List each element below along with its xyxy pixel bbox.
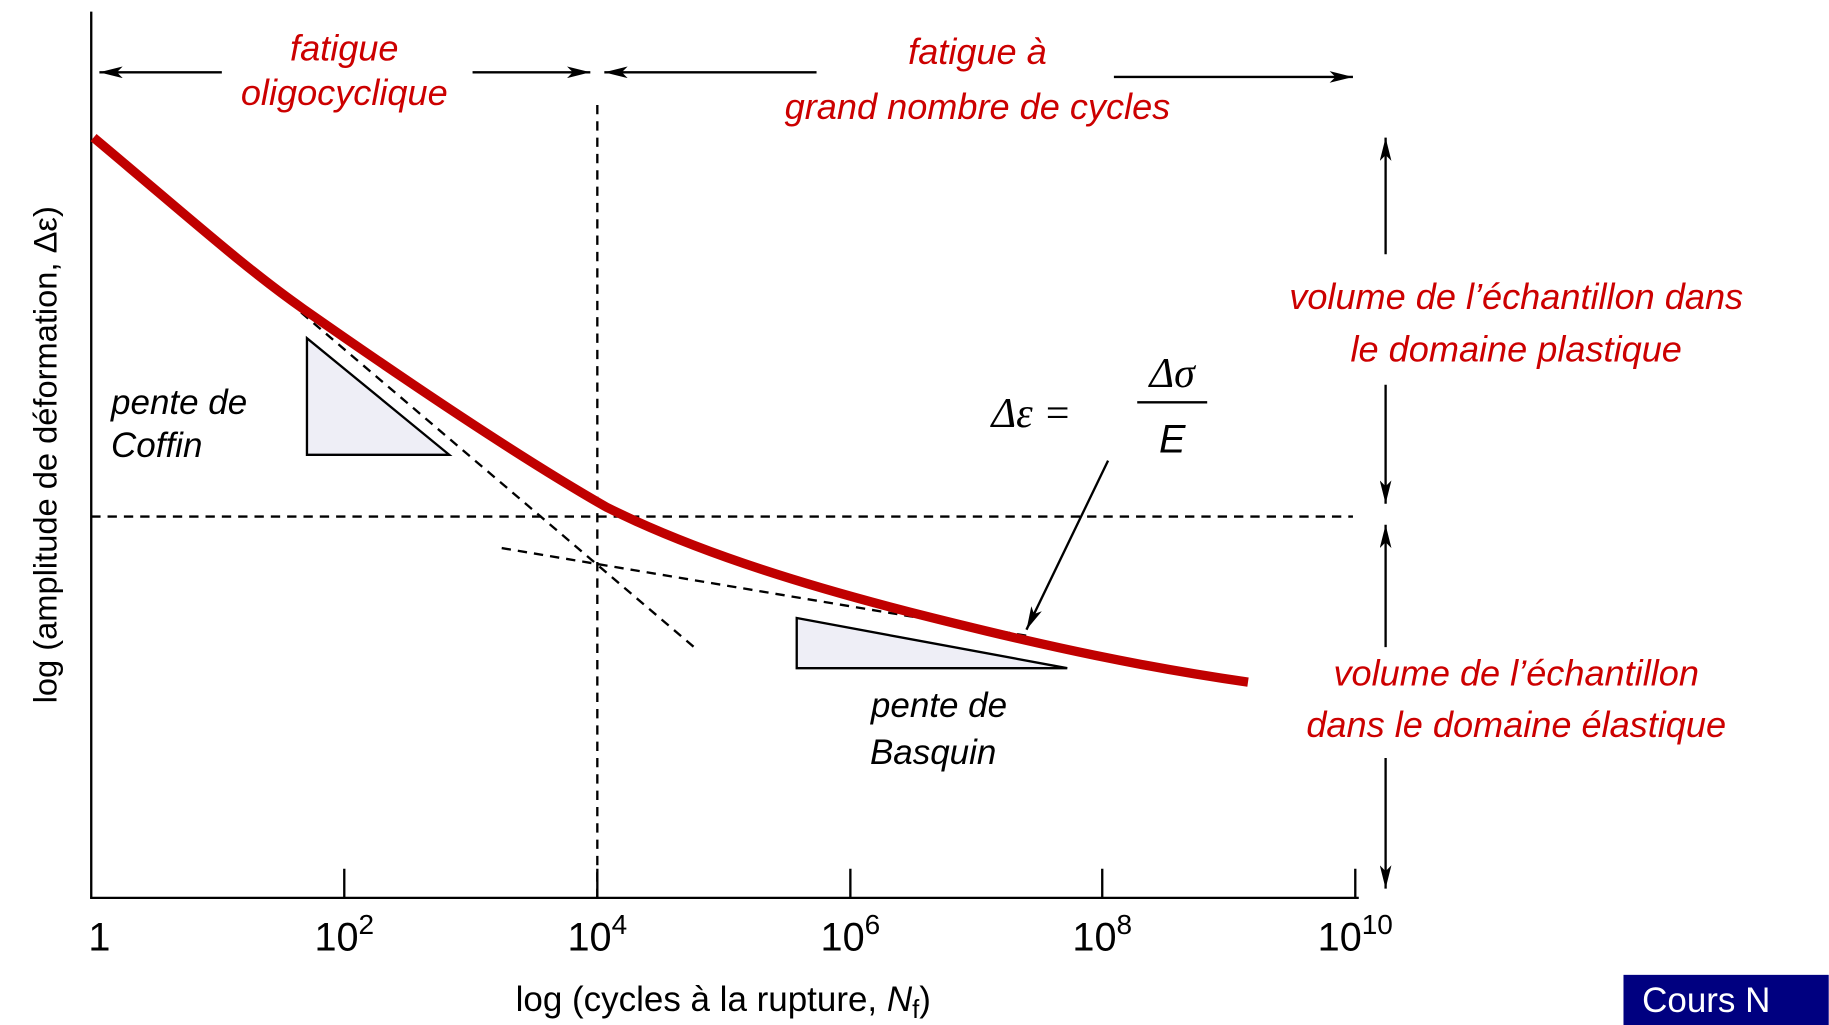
tick-base: 10 — [821, 915, 865, 959]
slope-label: Coffin — [111, 426, 202, 465]
x-ticks — [343, 868, 1357, 898]
coffin-triangle — [305, 335, 453, 456]
region-label: fatigue à — [908, 31, 1047, 72]
tick-exponent: 6 — [865, 909, 881, 940]
x-tick-label: 108 — [1072, 909, 1132, 959]
tick-base: 10 — [568, 915, 612, 959]
x-tick-labels: 1 102 104 106 108 1010 — [88, 909, 1393, 959]
x-label-prefix: log (cycles à la rupture, — [516, 980, 887, 1019]
region-label: volume de l’échantillon dans — [1289, 276, 1743, 317]
formula-numerator: Δσ — [1148, 351, 1198, 397]
arrow — [1025, 460, 1110, 631]
region-label: volume de l’échantillon — [1333, 653, 1698, 694]
x-label-variable: N — [887, 980, 913, 1019]
tick-exponent: 10 — [1362, 909, 1393, 940]
x-tick-label: 1010 — [1318, 909, 1393, 959]
slope-label: pente de — [870, 686, 1007, 725]
formula-denominator: E — [1159, 417, 1186, 461]
slope-label: pente de — [110, 383, 247, 422]
fatigue-curve — [90, 134, 1249, 687]
formula-left: Δε = — [989, 391, 1071, 437]
x-label-subscript: f — [912, 996, 920, 1024]
x-tick-label: 106 — [821, 909, 881, 959]
x-tick-label: 104 — [568, 909, 628, 959]
badge-text: Cours N — [1642, 981, 1770, 1020]
x-axis-label: log (cycles à la rupture, Nf) — [516, 980, 931, 1024]
tick-exponent: 4 — [612, 909, 628, 940]
tick-exponent: 8 — [1116, 909, 1132, 940]
x-tick-label: 102 — [314, 909, 374, 959]
tick-base: 10 — [1072, 915, 1116, 959]
region-label: oligocyclique — [241, 72, 448, 113]
coffin-asymptote — [300, 311, 695, 649]
badge — [1623, 974, 1829, 1025]
tick-exponent: 2 — [359, 909, 375, 940]
region-label: grand nombre de cycles — [785, 86, 1171, 127]
region-label: le domaine plastique — [1351, 328, 1682, 369]
tick-base: 1 — [88, 915, 110, 959]
slope-label: Basquin — [870, 733, 996, 772]
y-axis-label: log (amplitude de déformation, Δε) — [26, 206, 63, 703]
tick-base: 10 — [314, 915, 358, 959]
x-tick-label: 1 — [88, 915, 110, 959]
x-label-suffix: ) — [919, 980, 931, 1019]
region-label: fatigue — [290, 28, 398, 69]
basquin-triangle — [795, 616, 1068, 670]
region-label: dans le domaine élastique — [1306, 704, 1726, 745]
tick-base: 10 — [1318, 915, 1362, 959]
